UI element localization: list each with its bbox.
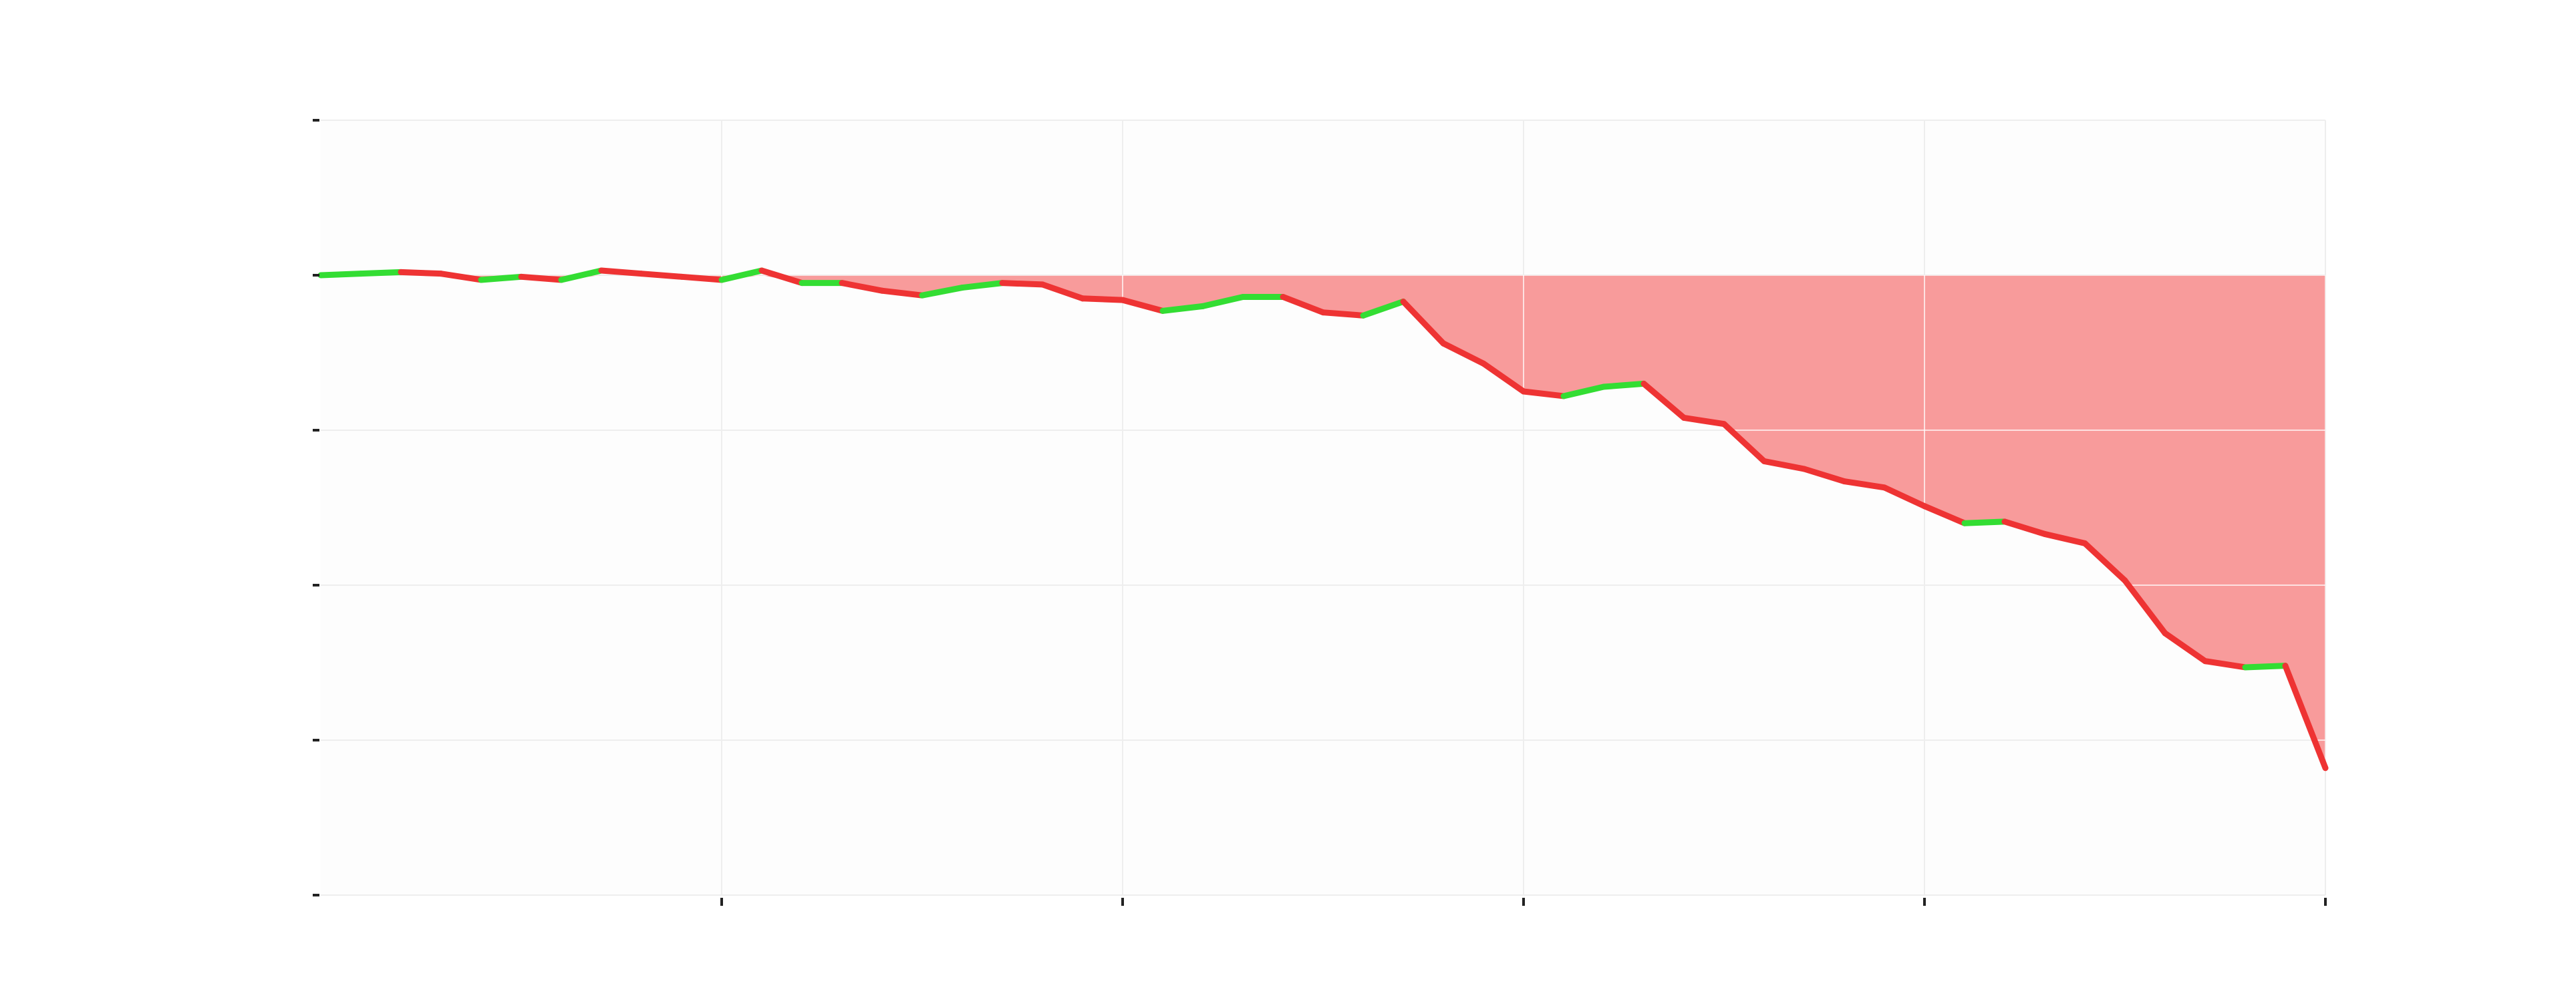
series-segment-down: [2001, 518, 2048, 537]
series-segment-down: [2282, 663, 2329, 772]
series-segment-down: [1681, 414, 1727, 428]
series-segment-down: [1520, 388, 1567, 399]
series-segment-up: [919, 285, 966, 299]
series-segment-down: [839, 280, 885, 294]
series-segment-up: [317, 271, 364, 279]
series-segment-up: [1199, 293, 1246, 309]
series-segment-down: [1640, 380, 1687, 421]
series-segment-down: [398, 269, 444, 277]
series-segment-up: [1560, 383, 1607, 399]
series-segment-down: [1039, 281, 1086, 302]
series-segment-down: [1400, 298, 1447, 347]
series-segment-down: [1440, 340, 1487, 367]
series-segment-down: [518, 273, 565, 283]
series-segment-up: [1961, 518, 2008, 526]
axis-ticks: [313, 119, 2327, 906]
series-segment-down: [438, 271, 484, 283]
series-segment-down: [1801, 466, 1848, 485]
series-segment-down: [2202, 658, 2249, 671]
series-segment-down: [2162, 630, 2208, 665]
series-segment-up: [2242, 663, 2289, 671]
series-segment-down: [879, 287, 925, 299]
series-segment-down: [1881, 484, 1928, 510]
series-segment-up: [959, 280, 1006, 291]
series-segment-down: [1079, 295, 1126, 303]
series-segment-down: [678, 273, 725, 283]
series-segment-up: [357, 269, 404, 277]
series-segment-down: [638, 271, 685, 280]
series-segment-down: [1841, 478, 1888, 491]
series-segment-down: [758, 267, 805, 287]
series-segment-up: [1360, 298, 1407, 319]
series-segment-down: [1921, 503, 1968, 526]
series-segment-up: [1600, 380, 1647, 390]
series-segment-down: [2122, 577, 2168, 637]
series-segment-down: [1320, 309, 1367, 319]
series-segment-down: [1721, 421, 1767, 464]
series-segment-down: [2041, 530, 2088, 546]
series-segment-down: [1119, 297, 1166, 314]
series-segment-down: [1280, 293, 1326, 316]
series-segment-up: [1159, 303, 1206, 314]
series-segment-down: [999, 280, 1046, 288]
series-line: [317, 267, 2329, 772]
series-segment-down: [1761, 458, 1808, 472]
series-segment-up: [718, 267, 765, 283]
series-segment-up: [478, 273, 525, 283]
series-segment-down: [2082, 540, 2128, 584]
series-segment-down: [598, 267, 645, 277]
series-segment-up: [558, 267, 605, 283]
drawdown-area: [321, 275, 2325, 768]
series-segment-down: [1480, 360, 1527, 395]
